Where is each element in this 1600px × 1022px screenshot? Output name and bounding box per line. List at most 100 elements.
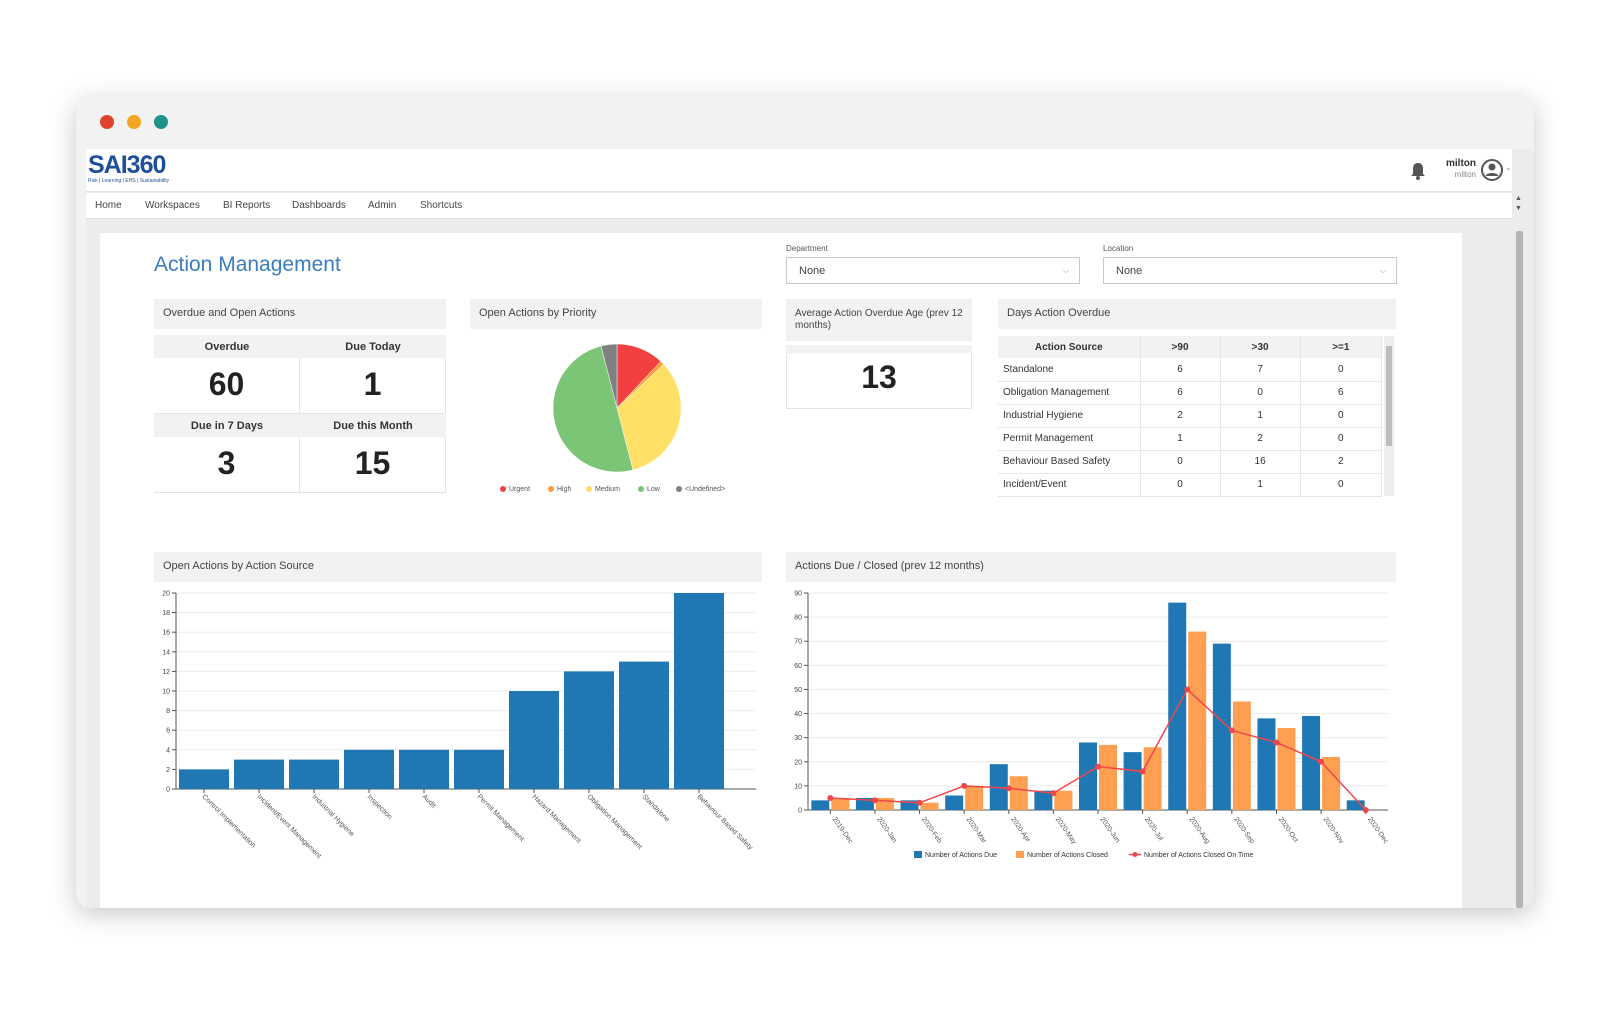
table-row[interactable]: Standalone 6 7 0 xyxy=(998,358,1383,382)
due-month-value[interactable]: 15 xyxy=(300,437,446,493)
x-tick-label: Behaviour Based Safety xyxy=(696,793,754,851)
close-window-button[interactable] xyxy=(100,115,114,129)
action-source-cell: Obligation Management xyxy=(998,381,1141,405)
source-bar[interactable] xyxy=(344,749,394,789)
avg-panel-title: Average Action Overdue Age (prev 12 mont… xyxy=(786,299,972,341)
priority-pie-chart xyxy=(552,343,682,473)
notification-bell-icon[interactable] xyxy=(1409,161,1427,181)
x-tick-label: 2020-Aug xyxy=(1188,816,1211,845)
source-bar[interactable] xyxy=(234,759,284,789)
scroll-down-icon[interactable]: ▼ xyxy=(1515,205,1522,212)
source-bar[interactable] xyxy=(179,769,229,789)
days-table-scroll-thumb[interactable] xyxy=(1386,346,1392,446)
due-bar[interactable] xyxy=(811,800,830,810)
on-time-point[interactable] xyxy=(961,782,968,789)
overdue-value[interactable]: 60 xyxy=(154,358,300,414)
location-select[interactable]: None ⌵ xyxy=(1103,257,1397,284)
count-cell: 6 xyxy=(1140,358,1221,382)
department-value: None xyxy=(799,265,826,277)
due-bar[interactable] xyxy=(1123,752,1142,810)
count-cell: 0 xyxy=(1220,381,1301,405)
on-time-point[interactable] xyxy=(1095,763,1101,770)
due-7-days-value[interactable]: 3 xyxy=(154,437,300,493)
closed-bar[interactable] xyxy=(1188,631,1207,810)
due-bar[interactable] xyxy=(1079,742,1097,810)
maximize-window-button[interactable] xyxy=(154,115,168,129)
on-time-point[interactable] xyxy=(1228,727,1235,734)
nav-dashboards[interactable]: Dashboards xyxy=(292,200,346,211)
y-tick-label: 80 xyxy=(794,615,802,622)
due-bar[interactable] xyxy=(1257,718,1276,810)
on-time-point[interactable] xyxy=(1005,785,1012,792)
due-bar[interactable] xyxy=(1302,715,1321,810)
due-bar[interactable] xyxy=(1034,790,1053,810)
department-select[interactable]: None ⌵ xyxy=(786,257,1080,284)
closed-bar[interactable] xyxy=(1232,701,1251,811)
source-bar[interactable] xyxy=(564,671,614,789)
due-today-value[interactable]: 1 xyxy=(300,358,446,414)
table-row[interactable]: Industrial Hygiene 2 1 0 xyxy=(998,404,1383,428)
closed-bar[interactable] xyxy=(1099,744,1117,810)
nav-home[interactable]: Home xyxy=(95,200,122,211)
nav-shortcuts[interactable]: Shortcuts xyxy=(420,200,463,211)
closed-bar[interactable] xyxy=(965,785,984,810)
col-over-30[interactable]: >30 xyxy=(1220,336,1301,358)
closed-bar[interactable] xyxy=(1009,776,1028,810)
pie-slice-low[interactable] xyxy=(552,345,634,473)
closed-bar[interactable] xyxy=(1322,756,1341,810)
pie-slice-undefined[interactable] xyxy=(600,343,618,409)
source-bar[interactable] xyxy=(454,749,504,789)
x-tick-label: 2020-Jan xyxy=(875,816,898,844)
due-bar[interactable] xyxy=(1346,800,1365,810)
due-bar[interactable] xyxy=(945,795,964,810)
user-name[interactable]: milton xyxy=(1446,158,1476,169)
user-avatar-icon[interactable] xyxy=(1481,159,1503,181)
source-bar[interactable] xyxy=(674,593,724,789)
logo-text: SAI360 xyxy=(88,151,166,179)
table-row[interactable]: Behaviour Based Safety 0 16 2 xyxy=(998,450,1383,474)
scroll-up-icon[interactable]: ▲ xyxy=(1515,195,1522,202)
nav-admin[interactable]: Admin xyxy=(368,200,397,211)
avg-overdue-value[interactable]: 13 xyxy=(786,345,972,409)
page-scrollbar[interactable]: ▲ ▼ xyxy=(1512,193,1526,908)
due-bar[interactable] xyxy=(855,797,874,810)
table-row[interactable]: Obligation Management 6 0 6 xyxy=(998,381,1383,405)
source-bar[interactable] xyxy=(289,759,339,789)
days-table-scrollbar[interactable] xyxy=(1384,336,1394,496)
col-over-90[interactable]: >90 xyxy=(1140,336,1221,358)
pie-slice-medium[interactable] xyxy=(616,363,682,471)
minimize-window-button[interactable] xyxy=(127,115,141,129)
on-time-point[interactable] xyxy=(1050,790,1057,797)
col-over-1[interactable]: >=1 xyxy=(1300,336,1383,358)
due-bar[interactable] xyxy=(1212,643,1231,810)
closed-bar[interactable] xyxy=(831,797,850,810)
user-menu-chevron-icon[interactable]: ⌄ xyxy=(1505,163,1512,172)
logo[interactable]: SAI360 Risk | Learning | EHS | Sustainab… xyxy=(88,151,178,189)
col-action-source[interactable]: Action Source xyxy=(998,336,1141,358)
on-time-point[interactable] xyxy=(1184,686,1191,693)
closed-bar[interactable] xyxy=(875,797,894,810)
closed-bar[interactable] xyxy=(1277,728,1296,810)
scrollbar-thumb[interactable] xyxy=(1516,231,1523,908)
on-time-point[interactable] xyxy=(1139,768,1146,775)
table-row[interactable]: Incident/Event 0 1 0 xyxy=(998,473,1383,497)
nav-bi-reports[interactable]: BI Reports xyxy=(223,200,271,211)
on-time-point[interactable] xyxy=(916,799,923,806)
nav-workspaces[interactable]: Workspaces xyxy=(145,200,200,211)
on-time-point[interactable] xyxy=(871,797,878,804)
x-tick-label: Permit Management xyxy=(476,793,526,843)
on-time-point[interactable] xyxy=(1273,739,1280,746)
on-time-point[interactable] xyxy=(1362,807,1369,813)
closed-bar[interactable] xyxy=(1054,790,1073,810)
on-time-point[interactable] xyxy=(827,794,834,801)
on-time-point[interactable] xyxy=(1318,758,1325,765)
location-label: Location xyxy=(1103,244,1134,253)
table-row[interactable]: Permit Management 1 2 0 xyxy=(998,427,1383,451)
closed-bar[interactable] xyxy=(1143,747,1162,810)
source-bar[interactable] xyxy=(399,749,449,789)
source-bar[interactable] xyxy=(509,691,559,789)
closed-bar[interactable] xyxy=(920,802,939,810)
department-label: Department xyxy=(786,244,828,253)
due-bar[interactable] xyxy=(900,800,919,810)
source-bar[interactable] xyxy=(619,661,669,789)
